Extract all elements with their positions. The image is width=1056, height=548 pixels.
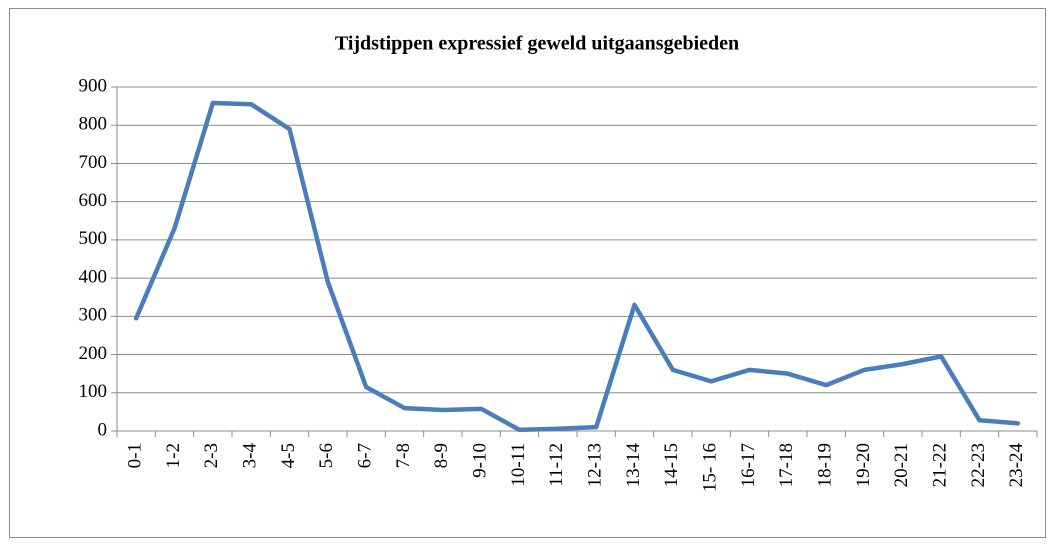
x-tick-label: 0-1	[125, 443, 146, 468]
x-tick-label: 6-7	[355, 443, 376, 468]
x-tick-label: 16-17	[738, 443, 759, 487]
x-tick-label: 1-2	[163, 443, 184, 468]
x-tick-label: 8-9	[431, 443, 452, 468]
x-tick-label: 22-23	[968, 443, 989, 487]
x-tick-label: 9-10	[470, 443, 491, 478]
y-tick-label: 900	[79, 75, 108, 96]
x-tick-label: 23-24	[1006, 443, 1027, 488]
chart-border	[9, 8, 1046, 538]
y-tick-label: 0	[98, 419, 108, 440]
y-tick-label: 100	[79, 381, 108, 402]
x-tick-label: 12-13	[585, 443, 606, 487]
x-tick-label: 7-8	[393, 443, 414, 468]
x-tick-label: 18-19	[815, 443, 836, 487]
x-tick-label: 17-18	[776, 443, 797, 487]
x-tick-label: 15- 16	[700, 443, 721, 492]
x-tick-label: 21-22	[930, 443, 951, 487]
chart-title: Tijdstippen expressief geweld uitgaansge…	[335, 33, 739, 55]
x-tick-label: 19-20	[853, 443, 874, 487]
x-tick-label: 13-14	[623, 443, 644, 488]
y-tick-label: 300	[79, 305, 108, 326]
x-tick-label: 2-3	[201, 443, 222, 468]
x-tick-label: 14-15	[661, 443, 682, 487]
x-tick-label: 5-6	[316, 443, 337, 468]
x-tick-label: 11-12	[546, 443, 567, 487]
y-tick-label: 200	[79, 343, 108, 364]
y-tick-label: 400	[79, 266, 108, 287]
y-tick-label: 800	[79, 114, 108, 135]
x-tick-label: 20-21	[891, 443, 912, 487]
y-tick-label: 500	[79, 228, 108, 249]
y-tick-label: 700	[79, 152, 108, 173]
y-tick-label: 600	[79, 190, 108, 211]
data-line	[133, 100, 1021, 433]
x-tick-label: 10-11	[508, 443, 529, 487]
x-tick-label: 4-5	[278, 443, 299, 468]
x-tick-label: 3-4	[240, 443, 261, 469]
